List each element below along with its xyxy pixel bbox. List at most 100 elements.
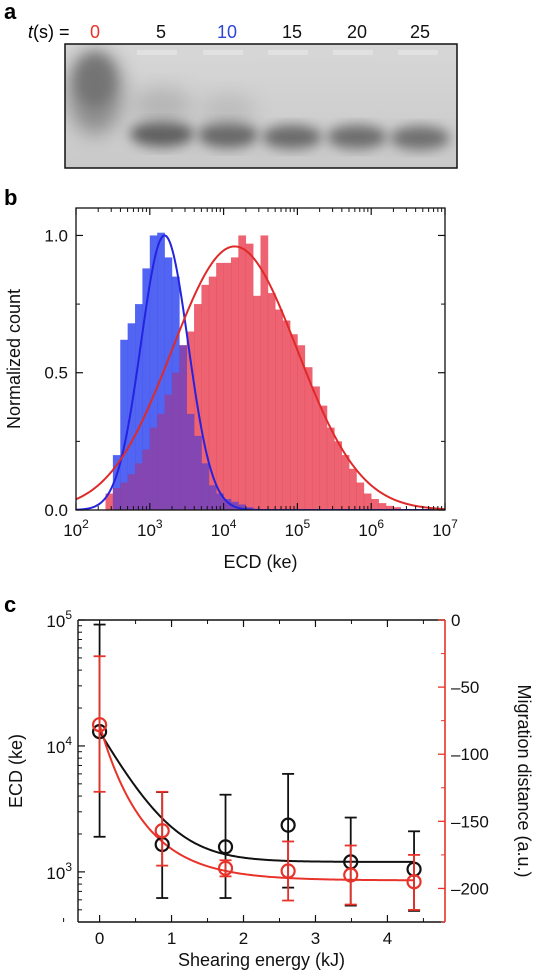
histogram-bar [326, 427, 335, 510]
data-point [280, 863, 296, 879]
gel-background [65, 44, 457, 168]
x-tick-label-exp: 6 [377, 517, 384, 531]
histogram-overlap-bar [142, 449, 151, 510]
time-prefix: t(s) = [28, 22, 70, 42]
histogram-bar [290, 334, 298, 510]
histogram-bar [393, 507, 402, 510]
x-tick-label: 106 [358, 517, 384, 540]
histogram-overlap-bar [267, 293, 276, 510]
x-tick-label-exp: 3 [156, 517, 163, 531]
data-point [406, 874, 422, 890]
histogram-bar [371, 499, 379, 510]
panel-c-label: c [4, 592, 16, 617]
histogram-overlap-bar [253, 295, 261, 510]
y-left-tick-label-exp: 3 [65, 860, 72, 874]
x-tick-label: 0 [95, 929, 104, 948]
panel-a-label: a [4, 0, 17, 24]
y-right-axis-label: Migration distance (a.u.) [514, 684, 534, 877]
x-tick-label-base: 10 [285, 521, 304, 540]
lane-0-core [75, 54, 115, 106]
data-point [217, 860, 234, 876]
x-tick-label-exp: 5 [304, 517, 311, 531]
histogram-overlap-bar [356, 482, 365, 510]
histogram-overlap-bar [341, 455, 350, 510]
histogram-overlap-bar [149, 427, 158, 510]
lane-5-band [130, 121, 194, 147]
data-point [91, 717, 108, 733]
lane-5-smear [132, 87, 192, 123]
histogram-bar [356, 482, 365, 510]
histogram-overlap-bar [230, 257, 239, 510]
histogram-overlap-bar [201, 284, 210, 510]
y-tick-label: 1.0 [44, 226, 68, 245]
histogram-bar [349, 468, 357, 510]
histogram-bar [385, 505, 394, 510]
gel-image [64, 43, 458, 169]
histogram-overlap-bar [393, 507, 402, 510]
x-tick-label-base: 10 [137, 521, 156, 540]
y-left-axis-label: ECD (ke) [6, 734, 26, 808]
histogram-overlap-bar [319, 405, 328, 510]
x-tick-label-exp: 2 [82, 517, 89, 531]
histogram-bar [260, 235, 269, 510]
histogram-overlap-bar [171, 372, 180, 510]
data-point [343, 867, 359, 883]
y-left-tick-label-exp: 4 [65, 734, 72, 748]
histogram-overlap-bar [105, 493, 114, 510]
y-axis-label: Normalized count [4, 289, 24, 429]
histogram-bar [135, 304, 143, 510]
histogram-overlap-bar [120, 482, 128, 510]
lane-label: 5 [156, 22, 166, 42]
histogram-overlap-bar [378, 503, 387, 510]
histogram-bar [164, 257, 173, 510]
histogram-bar [216, 493, 224, 510]
histogram-bar [127, 323, 136, 510]
x-tick-label: 105 [285, 517, 311, 540]
y-tick-label: 0.0 [44, 501, 68, 520]
histogram-overlap-bar [275, 309, 283, 510]
data-point [154, 823, 170, 839]
histogram-overlap-bar [326, 427, 335, 510]
histogram-overlap-bar [127, 474, 136, 510]
histogram-bar [363, 493, 372, 510]
histogram-bar [142, 268, 151, 510]
histogram-bar [194, 435, 202, 510]
well [203, 50, 243, 55]
x-tick-label-base: 10 [432, 521, 451, 540]
histogram-bar [112, 455, 121, 510]
y-left-tick-label-exp: 5 [65, 608, 72, 622]
histogram-overlap-bar [312, 386, 320, 510]
histogram-overlap-bar [385, 505, 394, 510]
y-left-tick-label-base: 10 [46, 612, 65, 631]
histogram-overlap-bar [349, 468, 357, 510]
histogram-overlap-bar [304, 367, 313, 510]
histogram-bar [341, 455, 350, 510]
histogram-overlap-bar [297, 345, 306, 510]
fit-curve-left [98, 731, 415, 863]
x-tick-label-base: 10 [211, 521, 230, 540]
histogram-bar [312, 386, 320, 510]
y-left-tick-label: 104 [46, 734, 72, 757]
histogram-series-1 [105, 235, 402, 510]
y-right-tick-label: –150 [451, 812, 489, 831]
lane-label: 10 [217, 22, 237, 42]
panel-b-label: b [4, 185, 17, 210]
x-tick-label: 103 [137, 517, 163, 540]
histogram-bar [171, 276, 180, 510]
y-left-tick-label-base: 10 [46, 738, 65, 757]
histogram-overlap-bar [135, 463, 143, 510]
fit-curve-right [98, 724, 415, 882]
series-right [91, 655, 422, 911]
histogram-overlap-bar [260, 235, 269, 510]
histogram-bar [304, 367, 313, 510]
x-tick-label: 104 [211, 517, 237, 540]
y-right-tick-label: –200 [451, 879, 489, 898]
histogram-bar [334, 441, 342, 510]
x-tick-label: 107 [432, 517, 458, 540]
lane-label: 15 [282, 22, 302, 42]
histogram-overlap-bar [179, 345, 187, 510]
histogram-bar [230, 257, 239, 510]
x-tick-label-exp: 4 [230, 517, 237, 531]
lane-20-band [327, 125, 387, 149]
